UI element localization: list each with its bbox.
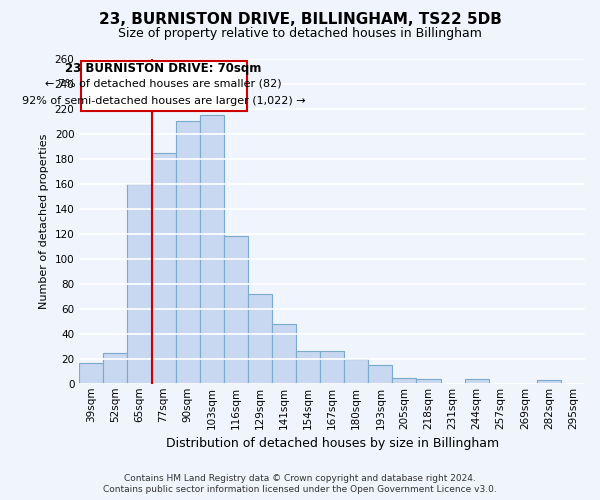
Bar (392, 378, 416, 384)
Bar (344, 359, 368, 384)
Text: 23, BURNISTON DRIVE, BILLINGHAM, TS22 5DB: 23, BURNISTON DRIVE, BILLINGHAM, TS22 5D… (98, 12, 502, 28)
Text: 92% of semi-detached houses are larger (1,022) →: 92% of semi-detached houses are larger (… (22, 96, 305, 106)
Bar (537, 380, 561, 384)
FancyBboxPatch shape (80, 62, 247, 112)
Bar (200, 115, 224, 384)
Bar (79, 362, 103, 384)
Bar (224, 236, 248, 384)
X-axis label: Distribution of detached houses by size in Billingham: Distribution of detached houses by size … (166, 437, 499, 450)
Bar (368, 365, 392, 384)
Bar (320, 352, 344, 384)
Bar (127, 184, 152, 384)
Text: Contains HM Land Registry data © Crown copyright and database right 2024.
Contai: Contains HM Land Registry data © Crown c… (103, 474, 497, 494)
Bar (416, 379, 440, 384)
Bar (248, 294, 272, 384)
Text: ← 7% of detached houses are smaller (82): ← 7% of detached houses are smaller (82) (45, 79, 282, 89)
Text: 23 BURNISTON DRIVE: 70sqm: 23 BURNISTON DRIVE: 70sqm (65, 62, 262, 76)
Y-axis label: Number of detached properties: Number of detached properties (39, 134, 49, 309)
Bar (103, 352, 127, 384)
Bar (176, 122, 200, 384)
Bar (296, 352, 320, 384)
Bar (464, 379, 488, 384)
Text: Size of property relative to detached houses in Billingham: Size of property relative to detached ho… (118, 28, 482, 40)
Bar (152, 152, 176, 384)
Bar (272, 324, 296, 384)
